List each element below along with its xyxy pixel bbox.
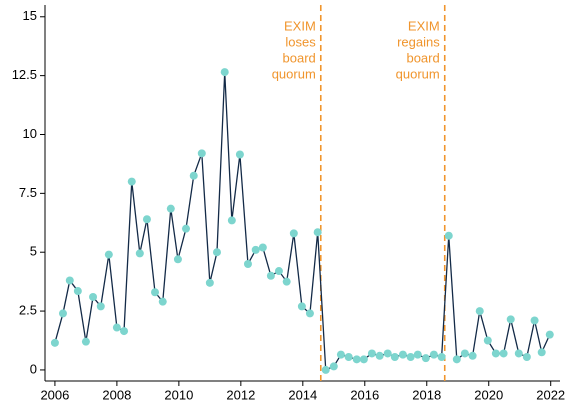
marker bbox=[305, 309, 314, 318]
marker bbox=[367, 349, 376, 358]
marker bbox=[429, 350, 438, 359]
marker bbox=[522, 352, 531, 361]
annotation: board bbox=[406, 50, 439, 65]
marker bbox=[127, 177, 136, 186]
y-tick-label: 7.5 bbox=[19, 185, 37, 200]
marker bbox=[545, 330, 554, 339]
marker bbox=[73, 287, 82, 296]
marker bbox=[212, 248, 221, 257]
marker bbox=[205, 278, 214, 287]
marker bbox=[514, 349, 523, 358]
marker bbox=[491, 349, 500, 358]
marker bbox=[274, 267, 283, 276]
annotation: EXIM bbox=[408, 18, 440, 33]
marker bbox=[289, 229, 298, 238]
marker bbox=[251, 245, 260, 254]
annotation: quorum bbox=[396, 66, 440, 81]
marker bbox=[65, 276, 74, 285]
x-tick-label: 2018 bbox=[412, 387, 441, 402]
marker bbox=[452, 355, 461, 364]
marker bbox=[530, 316, 539, 325]
y-tick-label: 10 bbox=[23, 126, 37, 141]
marker bbox=[313, 228, 322, 237]
y-tick-label: 12.5 bbox=[12, 67, 37, 82]
marker bbox=[475, 307, 484, 316]
marker bbox=[235, 150, 244, 159]
marker bbox=[352, 355, 361, 364]
marker bbox=[173, 255, 182, 264]
marker bbox=[329, 362, 338, 371]
marker bbox=[390, 352, 399, 361]
marker bbox=[81, 337, 90, 346]
marker bbox=[499, 349, 508, 358]
marker bbox=[460, 349, 469, 358]
marker bbox=[142, 215, 151, 224]
marker bbox=[359, 355, 368, 364]
marker bbox=[336, 350, 345, 359]
y-tick-label: 0 bbox=[30, 361, 37, 376]
x-tick-label: 2010 bbox=[164, 387, 193, 402]
marker bbox=[413, 350, 422, 359]
marker bbox=[158, 297, 167, 306]
marker bbox=[468, 351, 477, 360]
marker bbox=[112, 323, 121, 332]
marker bbox=[220, 68, 229, 77]
marker bbox=[227, 216, 236, 225]
marker bbox=[282, 277, 291, 286]
annotation: quorum bbox=[272, 66, 316, 81]
marker bbox=[437, 352, 446, 361]
annotation: EXIM bbox=[284, 18, 316, 33]
marker bbox=[321, 365, 330, 374]
marker bbox=[506, 315, 515, 324]
marker bbox=[406, 352, 415, 361]
marker bbox=[135, 249, 144, 258]
y-tick-label: 5 bbox=[30, 244, 37, 259]
marker bbox=[297, 302, 306, 311]
marker bbox=[266, 271, 275, 280]
marker bbox=[189, 171, 198, 180]
x-tick-label: 2008 bbox=[102, 387, 131, 402]
marker bbox=[181, 224, 190, 233]
marker bbox=[58, 309, 67, 318]
x-tick-label: 2022 bbox=[536, 387, 565, 402]
annotation: board bbox=[283, 50, 316, 65]
marker bbox=[151, 288, 160, 297]
marker bbox=[344, 352, 353, 361]
y-tick-label: 2.5 bbox=[19, 303, 37, 318]
marker bbox=[197, 149, 206, 158]
y-tick-label: 15 bbox=[23, 8, 37, 23]
marker bbox=[104, 250, 113, 259]
annotation: regains bbox=[397, 34, 440, 49]
marker bbox=[375, 351, 384, 360]
marker bbox=[537, 348, 546, 357]
marker bbox=[258, 243, 267, 252]
x-tick-label: 2012 bbox=[226, 387, 255, 402]
marker bbox=[120, 327, 129, 336]
annotation: loses bbox=[285, 34, 316, 49]
x-tick-label: 2014 bbox=[288, 387, 317, 402]
marker bbox=[96, 302, 105, 311]
line bbox=[54, 72, 551, 371]
x-tick-label: 2006 bbox=[40, 387, 69, 402]
marker bbox=[89, 292, 98, 301]
marker bbox=[483, 336, 492, 345]
marker bbox=[243, 259, 252, 268]
marker bbox=[383, 349, 392, 358]
marker bbox=[421, 354, 430, 363]
x-tick-label: 2020 bbox=[474, 387, 503, 402]
marker bbox=[50, 338, 59, 347]
x-tick-label: 2016 bbox=[350, 387, 379, 402]
marker bbox=[166, 204, 175, 213]
marker bbox=[398, 350, 407, 359]
marker bbox=[444, 231, 453, 240]
